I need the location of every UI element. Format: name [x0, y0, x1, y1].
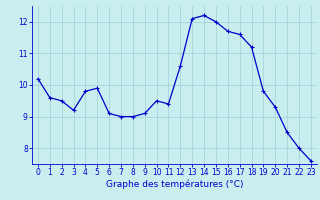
X-axis label: Graphe des températures (°C): Graphe des températures (°C)	[106, 180, 243, 189]
